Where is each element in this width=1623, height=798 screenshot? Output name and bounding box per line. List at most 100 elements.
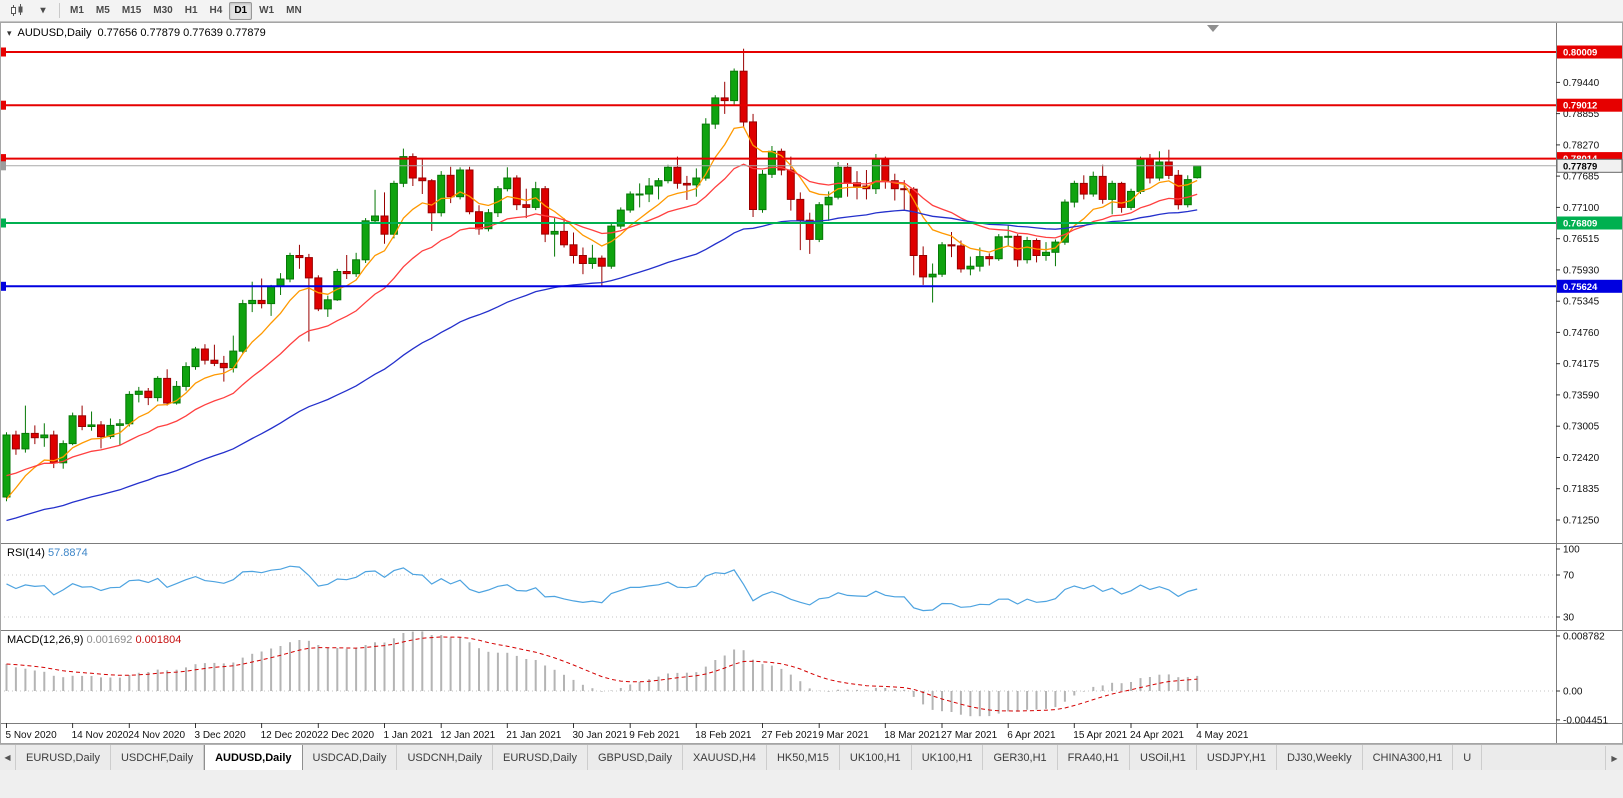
tab-usoil-h1[interactable]: USOil,H1 <box>1130 745 1197 770</box>
svg-text:0.79440: 0.79440 <box>1563 78 1600 89</box>
tab-ger30-h1[interactable]: GER30,H1 <box>983 745 1058 770</box>
svg-text:0.77879: 0.77879 <box>1563 161 1597 172</box>
price-scale[interactable]: 0.79440 0.78855 0.78270 0.77685 0.77100 0.765… <box>1556 45 1623 727</box>
caret-down-icon: ▾ <box>40 5 46 16</box>
tab-scroll-left-icon[interactable]: ◀ <box>0 745 16 770</box>
svg-text:0.00: 0.00 <box>1563 687 1583 698</box>
timeframe-mn-button[interactable]: MN <box>286 5 302 16</box>
tab-audusd-daily[interactable]: AUDUSD,Daily <box>204 745 303 770</box>
svg-text:70: 70 <box>1563 571 1575 582</box>
svg-text:18 Mar 2021: 18 Mar 2021 <box>884 730 941 741</box>
svg-text:0.79012: 0.79012 <box>1563 101 1597 112</box>
svg-text:100: 100 <box>1563 545 1580 556</box>
svg-text:30 Jan 2021: 30 Jan 2021 <box>573 730 628 741</box>
svg-text:0.76809: 0.76809 <box>1563 219 1597 230</box>
macd-label: MACD(12,26,9) 0.001692 0.001804 <box>7 634 181 646</box>
macd-histogram <box>5 631 1199 717</box>
svg-text:0.76515: 0.76515 <box>1563 234 1600 245</box>
macd-signal-line <box>6 636 1198 712</box>
rsi-label: RSI(14) 57.8874 <box>7 547 88 559</box>
svg-text:27 Mar 2021: 27 Mar 2021 <box>941 730 998 741</box>
svg-text:14 Nov 2020: 14 Nov 2020 <box>72 730 129 741</box>
timeframe-w1-button[interactable]: W1 <box>259 5 275 16</box>
svg-text:30: 30 <box>1563 613 1575 624</box>
tab-uk100-h1[interactable]: UK100,H1 <box>840 745 912 770</box>
tab-u[interactable]: U <box>1453 745 1483 770</box>
svg-text:18 Feb 2021: 18 Feb 2021 <box>695 730 752 741</box>
price-tag-0.80009 <box>1557 45 1622 59</box>
chart-area[interactable]: 0.79440 0.78855 0.78270 0.77685 0.77100 0.765… <box>0 22 1623 744</box>
tab-eurusd-daily[interactable]: EURUSD,Daily <box>493 745 588 770</box>
tab-eurusd-daily[interactable]: EURUSD,Daily <box>16 745 111 770</box>
tab-china300-h1[interactable]: CHINA300,H1 <box>1363 745 1454 770</box>
tab-hk50-m15[interactable]: HK50,M15 <box>767 745 840 770</box>
svg-text:4 May 2021: 4 May 2021 <box>1196 730 1249 741</box>
svg-text:24 Apr 2021: 24 Apr 2021 <box>1130 730 1184 741</box>
time-scale[interactable]: 5 Nov 2020 14 Nov 2020 24 Nov 2020 3 Dec 20… <box>6 723 1249 741</box>
price-tag-0.79012 <box>1557 98 1622 112</box>
svg-text:6 Apr 2021: 6 Apr 2021 <box>1007 730 1056 741</box>
chart-ohlc: 0.77656 0.77879 0.77639 0.77879 <box>97 27 266 39</box>
svg-text:0.80009: 0.80009 <box>1563 48 1597 59</box>
chart-symbol: AUDUSD,Daily <box>17 27 92 39</box>
timeframe-d1-button[interactable]: D1 <box>229 1 253 20</box>
rsi-line <box>6 565 1198 612</box>
chart-type-button[interactable] <box>4 2 30 20</box>
svg-text:0.78270: 0.78270 <box>1563 140 1600 151</box>
svg-text:0.75345: 0.75345 <box>1563 297 1600 308</box>
svg-text:0.77100: 0.77100 <box>1563 203 1600 214</box>
macd-main-value: 0.001692 <box>86 634 133 646</box>
svg-text:0.74175: 0.74175 <box>1563 359 1600 370</box>
chart-shift-marker-icon[interactable] <box>1207 25 1219 32</box>
tab-usdcnh-daily[interactable]: USDCNH,Daily <box>397 745 494 770</box>
timeframe-h4-button[interactable]: H4 <box>209 5 223 16</box>
tab-gbpusd-daily[interactable]: GBPUSD,Daily <box>588 745 683 770</box>
candlestick-chart-icon <box>10 4 22 16</box>
svg-text:15 Apr 2021: 15 Apr 2021 <box>1073 730 1127 741</box>
svg-text:0.72420: 0.72420 <box>1563 453 1600 464</box>
svg-text:0.74760: 0.74760 <box>1563 328 1600 339</box>
svg-text:0.008782: 0.008782 <box>1563 632 1605 643</box>
tab-dj30-weekly[interactable]: DJ30,Weekly <box>1277 745 1363 770</box>
current-price-tag <box>1556 158 1623 173</box>
tab-scroll-right-icon[interactable]: ▶ <box>1605 746 1623 770</box>
svg-text:12 Jan 2021: 12 Jan 2021 <box>440 730 495 741</box>
svg-text:-0.004451: -0.004451 <box>1563 715 1608 726</box>
tab-usdcad-daily[interactable]: USDCAD,Daily <box>303 745 398 770</box>
moving-average-lines <box>6 126 1198 522</box>
timeframe-m30-button[interactable]: M30 <box>153 5 173 16</box>
timeframe-h1-button[interactable]: H1 <box>184 5 198 16</box>
svg-text:9 Mar 2021: 9 Mar 2021 <box>818 730 869 741</box>
svg-text:0.78855: 0.78855 <box>1563 109 1600 120</box>
chart-canvas[interactable]: 0.79440 0.78855 0.78270 0.77685 0.77100 0.765… <box>0 22 1623 744</box>
timeframe-m5-button[interactable]: M5 <box>95 5 110 16</box>
toolbar-separator <box>59 3 60 18</box>
tab-fra40-h1[interactable]: FRA40,H1 <box>1058 745 1131 770</box>
svg-text:21 Jan 2021: 21 Jan 2021 <box>506 730 561 741</box>
rsi-value: 57.8874 <box>47 547 88 559</box>
chart-menu-icon[interactable]: ▾ <box>7 27 12 38</box>
bottom-strip <box>0 770 1623 798</box>
macd-title: MACD(12,26,9) <box>7 634 84 646</box>
tab-usdchf-daily[interactable]: USDCHF,Daily <box>111 745 205 770</box>
svg-text:0.77685: 0.77685 <box>1563 172 1600 183</box>
svg-text:27 Feb 2021: 27 Feb 2021 <box>762 730 819 741</box>
tab-xauusd-h4[interactable]: XAUUSD,H4 <box>683 745 767 770</box>
price-tag-0.76809 <box>1557 216 1622 230</box>
svg-text:0.75624: 0.75624 <box>1563 282 1598 293</box>
svg-text:0.71250: 0.71250 <box>1563 516 1600 527</box>
svg-text:0.73590: 0.73590 <box>1563 390 1600 401</box>
chart-type-dropdown[interactable]: ▾ <box>32 2 54 20</box>
timeframe-group: M1 M5 M15 M30 H1 H4 D1 W1 MN <box>64 1 308 20</box>
tab-usdjpy-h1[interactable]: USDJPY,H1 <box>1197 745 1277 770</box>
svg-text:12 Dec 2020: 12 Dec 2020 <box>261 730 318 741</box>
tab-uk100-h1[interactable]: UK100,H1 <box>912 745 984 770</box>
timeframe-m1-button[interactable]: M1 <box>70 5 84 16</box>
toolbar: ▾ M1 M5 M15 M30 H1 H4 D1 W1 MN <box>0 0 1623 22</box>
svg-text:24 Nov 2020: 24 Nov 2020 <box>128 730 185 741</box>
chart-header: ▾ AUDUSD,Daily 0.77656 0.77879 0.77639 0… <box>7 27 266 39</box>
svg-text:0.73005: 0.73005 <box>1563 422 1600 433</box>
svg-text:0.71835: 0.71835 <box>1563 484 1600 495</box>
timeframe-m15-button[interactable]: M15 <box>121 5 142 16</box>
svg-text:9 Feb 2021: 9 Feb 2021 <box>629 730 680 741</box>
